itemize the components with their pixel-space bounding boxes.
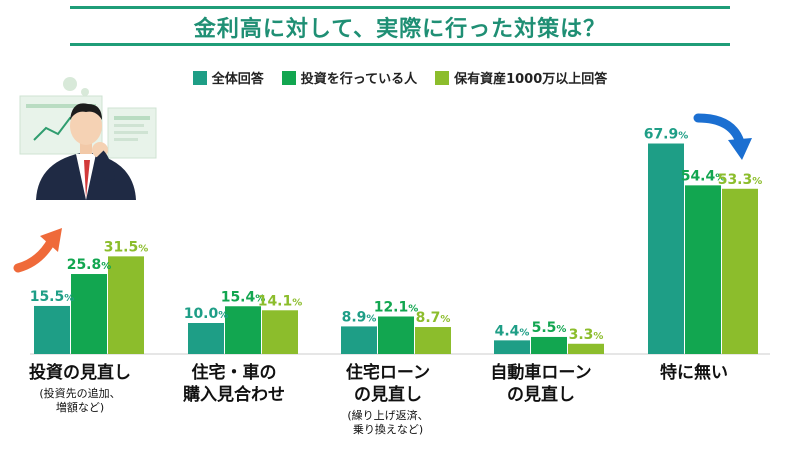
bar <box>568 343 604 354</box>
category-label: 投資の見直し (投資先の追加、 増額など) <box>5 362 155 415</box>
data-label: 3.3% <box>569 327 604 343</box>
data-label: 31.5% <box>104 239 149 255</box>
legend-label: 投資を行っている人 <box>300 72 418 87</box>
category-label: 自動車ローン の見直し <box>466 362 616 406</box>
data-label: 15.5% <box>30 289 75 305</box>
category-label: 住宅・車の 購入見合わせ <box>159 362 309 406</box>
legend-item: 保有資産1000万以上回答 <box>435 68 607 87</box>
legend: 全体回答 投資を行っている人 保有資産1000万以上回答 <box>0 68 800 87</box>
bar <box>34 305 70 354</box>
category-name: 住宅・車の 購入見合わせ <box>183 363 285 405</box>
legend-swatch <box>435 70 450 85</box>
bar <box>494 340 530 354</box>
bar <box>378 316 414 354</box>
category-name: 投資の見直し <box>29 363 131 383</box>
bar <box>685 185 721 354</box>
data-label: 5.5% <box>532 320 567 336</box>
bar <box>71 274 107 354</box>
up-arrow-icon <box>13 228 62 273</box>
bar <box>415 327 451 354</box>
bar <box>108 256 144 354</box>
bar <box>225 306 261 354</box>
chart-title: 金利高に対して、実際に行った対策は？ <box>193 17 607 42</box>
title-rule-bottom <box>70 43 730 46</box>
data-label: 10.0% <box>184 306 229 322</box>
data-label: 8.9% <box>342 309 377 325</box>
title-banner: 金利高に対して、実際に行った対策は？ <box>70 6 730 46</box>
category-label: 住宅ローン の見直し (繰り上げ返済、 乗り換えなど) <box>313 362 463 437</box>
category-note: (投資先の追加、 増額など) <box>39 387 121 414</box>
data-label: 12.1% <box>374 299 419 315</box>
data-label: 14.1% <box>258 293 303 309</box>
bar <box>188 323 224 354</box>
category-name: 特に無い <box>660 363 728 383</box>
down-arrow-icon <box>693 113 752 160</box>
bar <box>531 336 567 354</box>
legend-item: 投資を行っている人 <box>281 68 418 87</box>
category-note: (繰り上げ返済、 乗り換えなど) <box>347 409 429 436</box>
category-label: 特に無い <box>619 362 769 384</box>
bar <box>262 310 298 354</box>
data-label: 25.8% <box>67 257 112 273</box>
data-label: 4.4% <box>495 323 530 339</box>
bar <box>648 143 684 354</box>
thinking-person-illustration <box>19 77 157 200</box>
title-rule-top <box>70 6 730 9</box>
legend-swatch <box>192 70 207 85</box>
legend-label: 全体回答 <box>211 72 264 87</box>
legend-item: 全体回答 <box>192 68 264 87</box>
bar <box>722 188 758 354</box>
bar <box>341 326 377 354</box>
data-label: 8.7% <box>416 310 451 326</box>
legend-label: 保有資産1000万以上回答 <box>454 72 608 87</box>
category-name: 自動車ローン の見直し <box>490 363 592 405</box>
legend-swatch <box>281 70 296 85</box>
category-name: 住宅ローン の見直し <box>345 363 431 405</box>
data-label: 67.9% <box>644 127 689 143</box>
data-label: 15.4% <box>221 289 266 305</box>
data-label: 54.4% <box>681 168 726 184</box>
data-label: 53.3% <box>718 172 763 188</box>
